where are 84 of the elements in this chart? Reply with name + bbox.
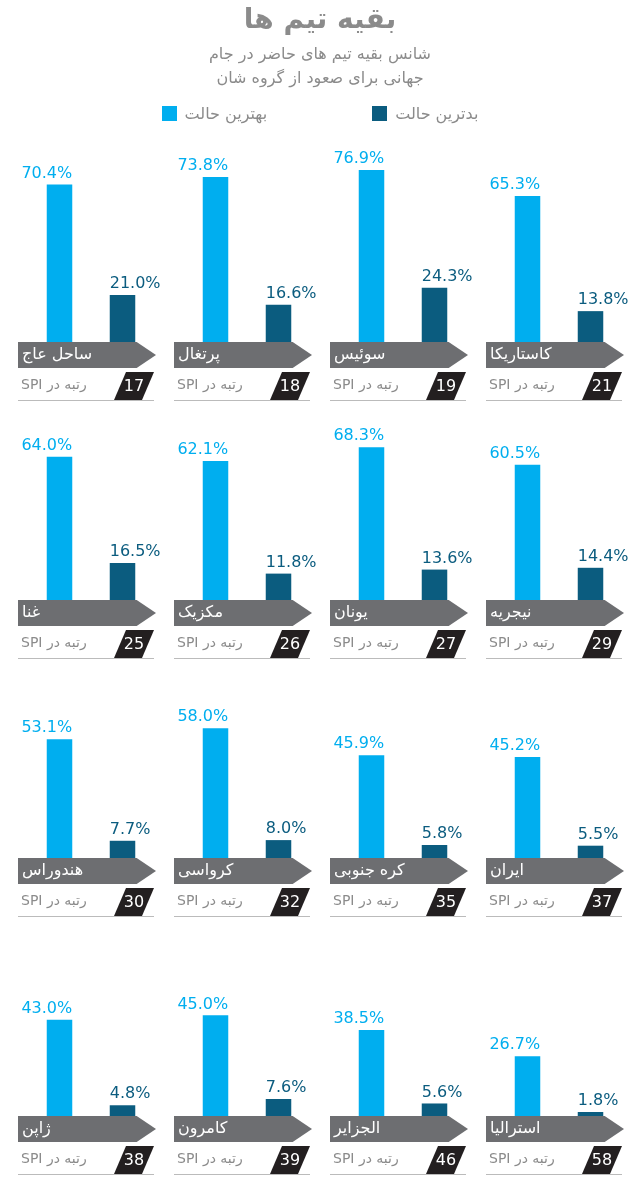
- data-label: 65.3%: [489, 174, 541, 194]
- text: هندوراس: [22, 860, 84, 879]
- text: 25: [122, 634, 146, 653]
- data-label: 73.8%: [177, 155, 229, 175]
- data-label: 58.0%: [177, 706, 229, 726]
- text: 26: [278, 634, 302, 653]
- data-label: 64.0%: [21, 435, 73, 455]
- text: رتبه در SPI: [21, 376, 87, 392]
- data-label: 43.0%: [21, 997, 73, 1017]
- text: رتبه در SPI: [489, 892, 555, 908]
- text: رتبه در SPI: [21, 1150, 87, 1166]
- text: نیجریه: [490, 602, 532, 621]
- text: 17: [122, 376, 146, 395]
- data-label: 4.8%: [109, 1083, 151, 1103]
- legend-label: بدترین حالت: [395, 104, 479, 123]
- text: رتبه در SPI: [333, 376, 399, 392]
- data-label: 45.2%: [489, 735, 541, 755]
- text: 21: [590, 376, 614, 395]
- data-label: 8.0%: [265, 818, 307, 838]
- text: 58: [590, 1150, 614, 1169]
- text: 39: [278, 1150, 302, 1169]
- text: سوئیس: [334, 344, 386, 363]
- data-label: 7.7%: [109, 818, 151, 838]
- text: الجزایر: [334, 1118, 381, 1137]
- text: رتبه در SPI: [333, 1150, 399, 1166]
- data-label: 5.6%: [421, 1081, 463, 1101]
- data-label: 1.8%: [577, 1090, 619, 1110]
- text: رتبه در SPI: [489, 376, 555, 392]
- text: رتبه در SPI: [177, 892, 243, 908]
- text: رتبه در SPI: [333, 634, 399, 650]
- text: یونان: [334, 602, 368, 621]
- text: استرالیا: [490, 1118, 541, 1137]
- text: رتبه در SPI: [21, 634, 87, 650]
- data-label: 68.3%: [333, 425, 385, 445]
- data-label: 14.4%: [577, 545, 629, 565]
- data-label: 5.5%: [577, 823, 619, 843]
- text: رتبه در SPI: [177, 1150, 243, 1166]
- text: 38: [122, 1150, 146, 1169]
- data-label: 13.8%: [577, 289, 629, 309]
- data-label: 53.1%: [21, 717, 73, 737]
- text: مکزیک: [178, 602, 224, 621]
- text: 32: [278, 892, 302, 911]
- data-label: 11.8%: [265, 551, 317, 571]
- data-label: 38.5%: [333, 1008, 385, 1028]
- text: 29: [590, 634, 614, 653]
- data-label: 5.8%: [421, 823, 463, 843]
- data-label: 16.6%: [265, 283, 317, 303]
- text: رتبه در SPI: [489, 1150, 555, 1166]
- text: غنا: [22, 602, 41, 621]
- text: 35: [434, 892, 458, 911]
- data-label: 45.9%: [333, 733, 385, 753]
- text: 30: [122, 892, 146, 911]
- data-label: 62.1%: [177, 439, 229, 459]
- data-label: 16.5%: [109, 541, 161, 561]
- text: کرواسی: [178, 860, 234, 879]
- data-label: 60.5%: [489, 442, 541, 462]
- text: رتبه در SPI: [489, 634, 555, 650]
- text: رتبه در SPI: [177, 634, 243, 650]
- text: کره جنوبی: [334, 860, 405, 879]
- text: بقیه تیم ها: [242, 2, 398, 35]
- data-label: 13.6%: [421, 547, 473, 567]
- text: 27: [434, 634, 458, 653]
- data-label: 7.6%: [265, 1077, 307, 1097]
- text: 46: [434, 1150, 458, 1169]
- legend-label: بهترین حالت: [184, 104, 268, 123]
- text: ساحل عاج: [22, 344, 93, 363]
- text: رتبه در SPI: [177, 376, 243, 392]
- data-label: 70.4%: [21, 162, 73, 182]
- data-label: 21.0%: [109, 273, 161, 293]
- data-label: 24.3%: [421, 265, 473, 285]
- text: کاستاریکا: [490, 344, 552, 363]
- text: شانس بقیه تیم های حاضر در جام جهانی برای صعود از گروه شان: [207, 43, 433, 90]
- data-label: 45.0%: [177, 993, 229, 1013]
- text: 19: [434, 376, 458, 395]
- data-label: 76.9%: [333, 148, 385, 168]
- text: ایران: [490, 860, 524, 879]
- data-label: 26.7%: [489, 1034, 541, 1054]
- text: رتبه در SPI: [333, 892, 399, 908]
- text: کامرون: [178, 1118, 228, 1137]
- text: ژاپن: [22, 1118, 51, 1137]
- text: 37: [590, 892, 614, 911]
- text: 18: [278, 376, 302, 395]
- text: پرتغال: [178, 344, 220, 363]
- text: رتبه در SPI: [21, 892, 87, 908]
